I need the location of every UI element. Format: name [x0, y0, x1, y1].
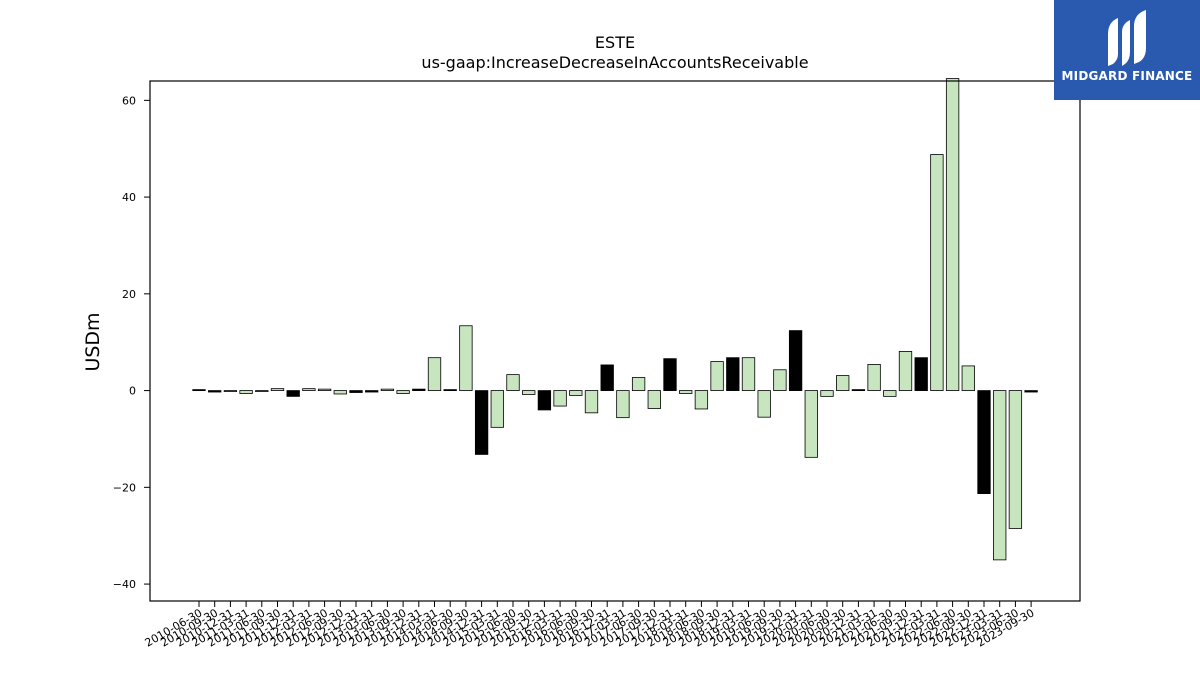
- logo-text: MIDGARD FINANCE: [1061, 69, 1193, 83]
- bar-2014-06-30: [443, 389, 457, 392]
- bar-2019-09-30: [773, 369, 787, 391]
- bar-2018-06-30: [694, 390, 709, 410]
- bar-2011-12-31: [286, 390, 300, 397]
- bar-2020-06-30: [820, 390, 834, 397]
- plot-frame: [149, 80, 1081, 602]
- bar-2017-12-31: [663, 358, 677, 391]
- y-tick-label: 60: [122, 94, 136, 107]
- bar-2018-12-31: [726, 357, 740, 391]
- y-tick-label: −20: [113, 481, 136, 494]
- chart-title: ESTE: [595, 33, 635, 52]
- bar-2013-12-31: [412, 388, 426, 391]
- bar-2011-03-31: [239, 390, 253, 394]
- y-ticks-group: −40 −20 0 20 40 60: [113, 94, 150, 591]
- bar-2012-09-30: [333, 390, 347, 395]
- bar-2017-06-30: [631, 377, 646, 391]
- bar-2021-03-31: [867, 364, 881, 391]
- chart-subtitle: us-gaap:IncreaseDecreaseInAccountsReceiv…: [421, 53, 808, 72]
- y-axis-label: USDm: [82, 312, 104, 371]
- bar-2019-06-30: [757, 390, 771, 418]
- bar-2018-03-31: [679, 390, 693, 394]
- bar-2016-12-31: [600, 364, 614, 391]
- bar-2011-09-30: [270, 388, 285, 391]
- bar-2014-03-31: [427, 357, 442, 391]
- bar-2020-09-30: [836, 375, 850, 391]
- bar-2016-03-31: [553, 390, 567, 407]
- bar-2021-12-31: [914, 357, 928, 391]
- bar-2015-09-30: [522, 390, 536, 395]
- bar-2013-09-30: [396, 390, 410, 394]
- midgard-finance-logo: MIDGARD FINANCE: [1054, 0, 1200, 100]
- bar-2010-12-31: [223, 390, 238, 392]
- bar-2014-12-31: [474, 390, 489, 455]
- bar-2017-03-31: [616, 390, 630, 419]
- midgard-logo-icon: [1108, 10, 1146, 66]
- bar-2022-03-31: [930, 154, 944, 391]
- bar-2013-03-31: [365, 390, 379, 393]
- bar-2014-09-30: [459, 325, 473, 391]
- bar-2019-03-31: [741, 357, 756, 391]
- bar-2020-03-31: [804, 390, 818, 458]
- bar-2022-06-30: [945, 78, 960, 391]
- bar-2016-09-30: [584, 390, 599, 414]
- bar-2012-12-31: [349, 390, 363, 393]
- bar-2021-09-30: [898, 350, 913, 391]
- bar-2016-06-30: [569, 390, 583, 396]
- bar-2015-06-30: [506, 374, 520, 391]
- y-tick-label: 0: [129, 385, 136, 398]
- y-tick-label: 20: [122, 288, 136, 301]
- bar-2022-09-30: [961, 365, 975, 391]
- bar-2017-09-30: [647, 390, 661, 409]
- bars-group: [192, 78, 1038, 561]
- bar-2010-06-30: [192, 389, 206, 392]
- bar-2012-06-30: [317, 388, 332, 391]
- bar-2015-12-31: [537, 390, 552, 411]
- bar-2015-03-31: [490, 390, 504, 428]
- bar-2021-06-30: [883, 390, 897, 397]
- bar-2013-06-30: [380, 388, 395, 391]
- bar-2012-03-31: [302, 388, 316, 391]
- bar-2010-09-30: [208, 390, 222, 393]
- bar-2011-06-30: [255, 390, 269, 392]
- y-tick-label: 40: [122, 191, 136, 204]
- bar-2023-09-30: [1024, 390, 1038, 393]
- bar-2018-09-30: [710, 361, 724, 391]
- bar-2022-12-31: [977, 390, 991, 495]
- bar-2023-06-30: [1008, 390, 1023, 529]
- bar-2019-12-31: [788, 330, 803, 391]
- bar-2023-03-31: [993, 390, 1007, 561]
- y-tick-label: −40: [113, 578, 136, 591]
- x-ticks-group: 2010-06-302010-09-302010-12-312011-03-31…: [143, 601, 1037, 650]
- bar-2020-12-31: [851, 389, 866, 392]
